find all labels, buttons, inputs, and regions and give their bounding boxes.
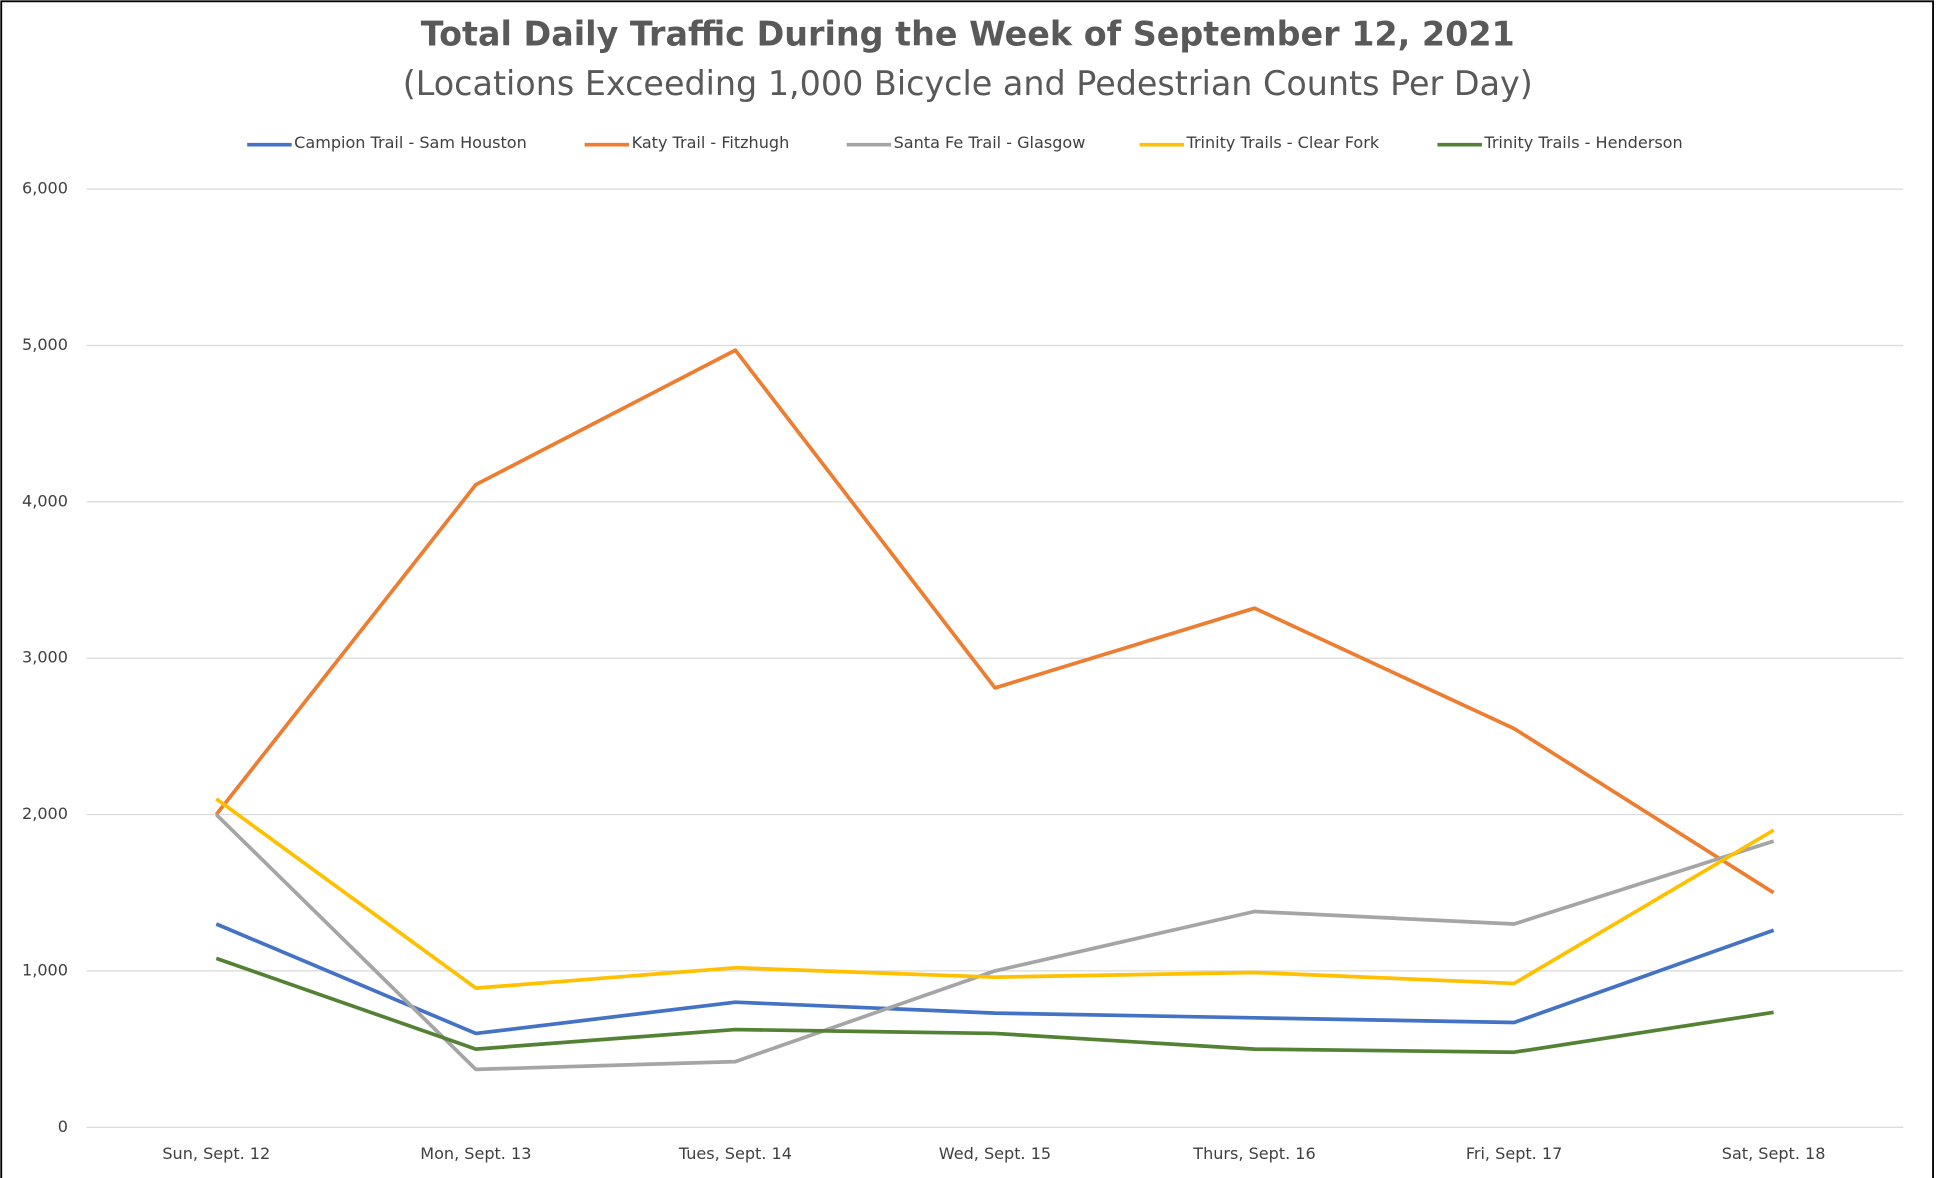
x-tick-label: Tues, Sept. 14 xyxy=(678,1144,792,1163)
x-tick-label: Mon, Sept. 13 xyxy=(420,1144,531,1163)
y-tick-label: 6,000 xyxy=(22,179,68,198)
x-tick-label: Sat, Sept. 18 xyxy=(1722,1144,1826,1163)
legend-label: Trinity Trails - Clear Fork xyxy=(1186,133,1380,152)
y-tick-label: 2,000 xyxy=(22,804,68,823)
series-line xyxy=(215,922,1775,1036)
x-tick-label: Wed, Sept. 15 xyxy=(939,1144,1051,1163)
legend-label: Santa Fe Trail - Glasgow xyxy=(894,133,1086,152)
y-tick-label: 4,000 xyxy=(22,491,68,510)
series-line xyxy=(215,956,1774,1055)
y-tick-label: 5,000 xyxy=(22,335,68,354)
x-tick-label: Fri, Sept. 17 xyxy=(1466,1144,1562,1163)
series-line xyxy=(214,813,1775,1072)
y-tick-label: 0 xyxy=(58,1117,68,1136)
x-tick-label: Sun, Sept. 12 xyxy=(162,1144,270,1163)
x-tick-label: Thurs, Sept. 16 xyxy=(1192,1144,1315,1163)
y-tick-label: 1,000 xyxy=(22,960,68,979)
series-line xyxy=(215,797,1775,990)
legend-label: Trinity Trails - Henderson xyxy=(1483,133,1682,152)
chart-title: Total Daily Traffic During the Week of S… xyxy=(421,14,1515,53)
legend-label: Katy Trail - Fitzhugh xyxy=(632,133,790,152)
series-line xyxy=(214,348,1775,895)
y-tick-label: 3,000 xyxy=(22,648,68,667)
legend-label: Campion Trail - Sam Houston xyxy=(294,133,527,152)
chart-subtitle: (Locations Exceeding 1,000 Bicycle and P… xyxy=(403,64,1533,103)
